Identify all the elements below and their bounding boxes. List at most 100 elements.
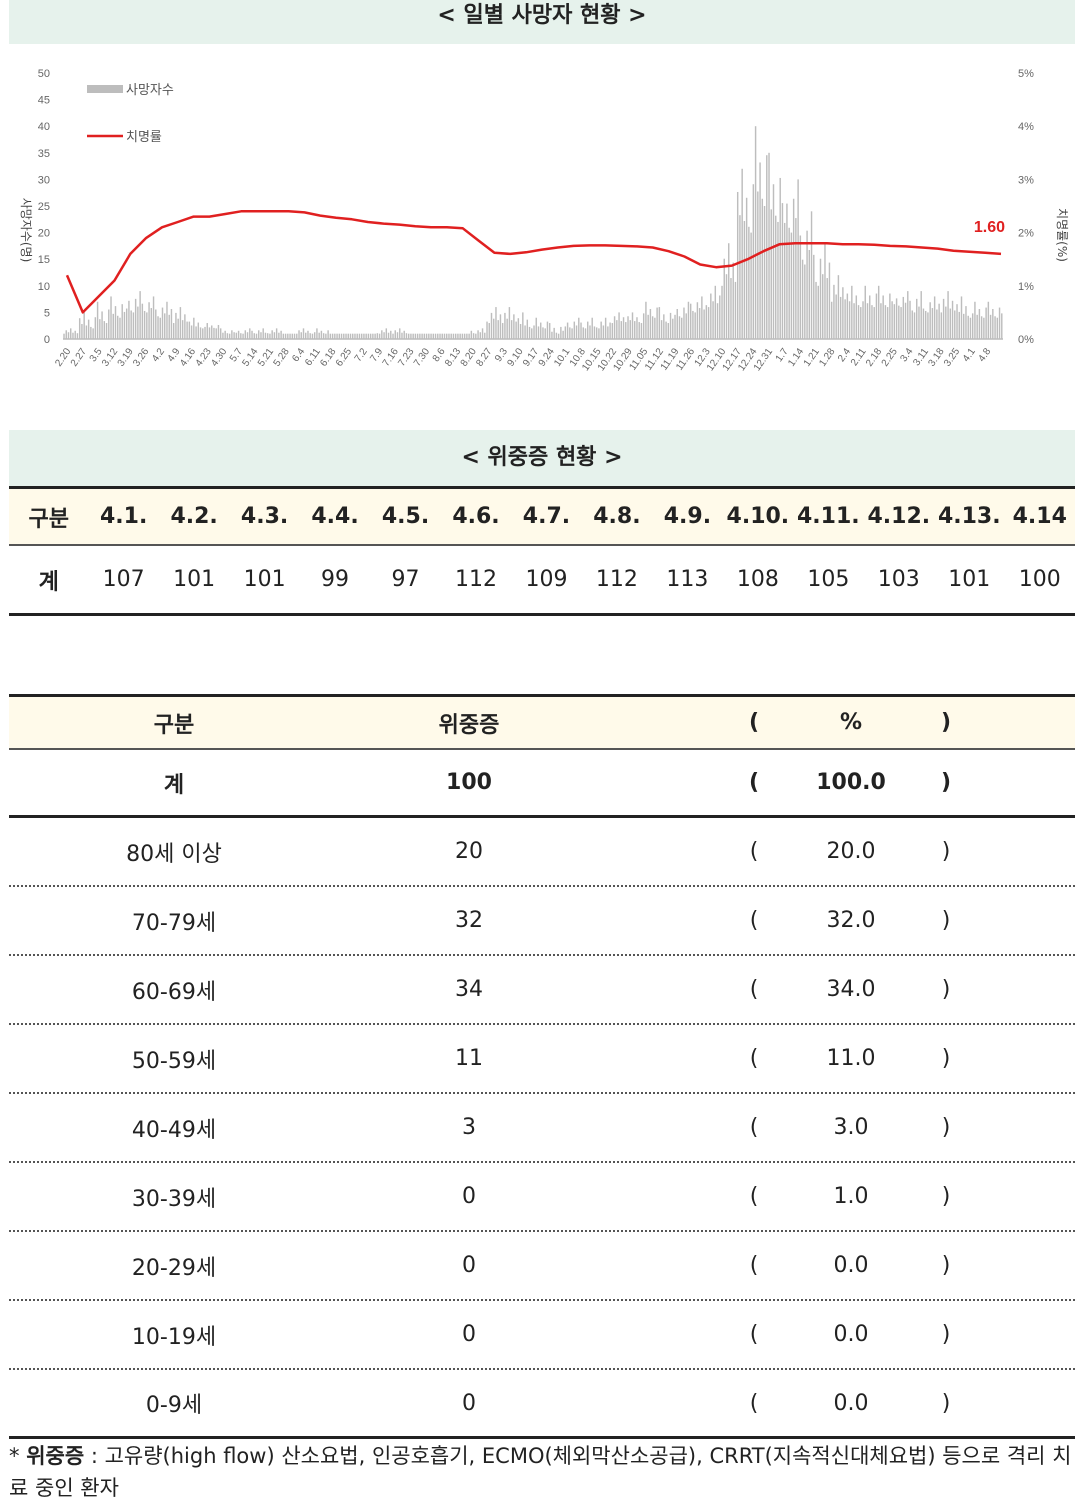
death-bar (873, 307, 875, 339)
value-cell: 112 (595, 567, 638, 592)
death-bar (578, 317, 580, 339)
severe-percent: 1.0 (833, 1184, 869, 1209)
age-group-label: 10-19세 (131, 1324, 217, 1350)
death-bar (128, 300, 130, 339)
severe-percent: 20.0 (826, 839, 876, 864)
x-tick-label: 2.27 (69, 346, 89, 369)
death-bar (278, 332, 280, 339)
y-right-tick: 1% (1018, 281, 1034, 293)
x-tick-label: 7.23 (396, 346, 416, 369)
death-bar (81, 324, 83, 339)
death-bar (853, 303, 855, 339)
death-bar (179, 307, 182, 339)
death-bar (161, 307, 164, 339)
death-bar (685, 313, 687, 339)
death-bar (349, 333, 352, 339)
death-bar (526, 319, 529, 339)
x-tick-label: 4.16 (178, 346, 198, 369)
death-bar (862, 301, 864, 339)
x-tick-label: 9.10 (505, 346, 525, 369)
death-bar (336, 333, 338, 339)
death-bar (983, 317, 985, 339)
death-bar (971, 313, 974, 339)
death-bar (788, 227, 790, 339)
death-bar (889, 293, 891, 339)
death-bar (208, 327, 211, 339)
death-bar (515, 321, 517, 339)
date-cell: 4.12. (867, 504, 931, 529)
death-bar (322, 333, 325, 339)
death-bar (513, 314, 515, 339)
death-bar (598, 328, 600, 339)
death-bar (262, 328, 264, 339)
death-bar (235, 332, 238, 339)
death-bar (405, 333, 408, 339)
death-bar (940, 312, 943, 339)
death-bar (105, 323, 108, 339)
death-bar (790, 232, 793, 339)
chart-section-title: < 일별 사망자 현황 > (9, 0, 1075, 44)
death-bar (96, 301, 99, 339)
daily-table-label-header: 구분 (28, 506, 69, 532)
death-bar (909, 300, 911, 339)
death-bar (763, 206, 766, 339)
y-left-tick: 45 (38, 95, 50, 107)
death-bar (893, 304, 896, 339)
death-bar (501, 323, 504, 339)
death-bar (376, 333, 379, 339)
death-bar (479, 332, 482, 339)
y-right-tick: 2% (1018, 228, 1034, 240)
death-bar (452, 333, 455, 339)
death-bar (510, 320, 513, 339)
death-bar (613, 316, 616, 339)
death-bar (987, 301, 990, 339)
death-bar (211, 325, 213, 339)
death-bar (403, 330, 405, 339)
age-group-label: 60-69세 (131, 979, 217, 1005)
death-bar (432, 333, 435, 339)
death-bar (752, 184, 755, 339)
date-cell: 4.11. (797, 504, 860, 529)
value-cell: 107 (102, 567, 145, 592)
death-bar (193, 317, 195, 339)
death-bar (963, 313, 965, 339)
date-cell: 4.9. (663, 504, 712, 529)
footnote-term: 위중증 (26, 1444, 85, 1468)
daily-table-total-label: 계 (38, 569, 59, 595)
death-bar (94, 317, 97, 339)
death-bar (607, 326, 609, 339)
death-bar (300, 332, 302, 339)
death-bar (121, 304, 123, 339)
death-bar (517, 318, 520, 339)
date-cell: 4.1. (99, 504, 148, 529)
death-bar (654, 317, 656, 339)
footnote-text: : 고유량(high flow) 산소요법, 인공호흡기, ECMO(체외막산소… (9, 1444, 1072, 1500)
death-bar (108, 309, 110, 339)
death-bar (83, 312, 85, 339)
death-bar (132, 312, 135, 339)
x-tick-label: 2.18 (864, 346, 884, 369)
death-bar (246, 332, 249, 339)
death-bar (974, 301, 976, 339)
death-bar (969, 317, 972, 339)
paren-close: ) (941, 908, 951, 933)
death-bar (141, 303, 144, 339)
x-tick-label: 9.24 (537, 346, 557, 369)
x-tick-label: 1.21 (802, 346, 822, 369)
death-bar (401, 332, 403, 339)
death-bar (291, 333, 294, 339)
death-bar (253, 333, 255, 339)
death-bar (457, 333, 459, 339)
death-bar (493, 318, 495, 339)
death-bar (705, 305, 708, 339)
date-cell: 4.5. (381, 504, 430, 529)
death-bar (759, 162, 761, 339)
death-bar (441, 333, 443, 339)
severe-count: 0 (462, 1184, 476, 1209)
death-bar (305, 332, 307, 339)
fatality-rate-line (65, 210, 1002, 314)
death-bar (423, 333, 426, 339)
death-bar (569, 327, 571, 339)
death-bar (958, 311, 960, 339)
value-cell: 109 (525, 567, 568, 592)
